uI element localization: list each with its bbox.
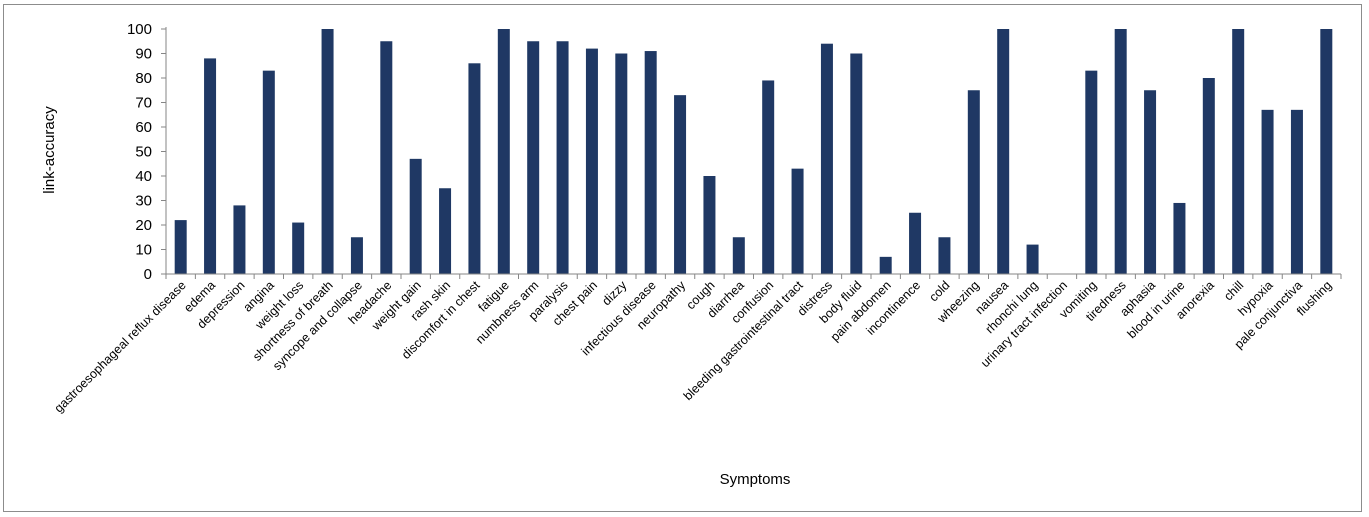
bar <box>791 168 804 274</box>
bar <box>703 176 716 274</box>
bar <box>585 48 598 274</box>
y-tick-label: 80 <box>135 70 152 87</box>
bar <box>879 256 892 274</box>
bar <box>292 222 305 274</box>
bar <box>321 29 334 274</box>
bar <box>262 70 275 275</box>
bar <box>556 41 569 274</box>
bar <box>967 90 980 274</box>
x-tick-labels: gastroesophageal reflux diseaseedemadepr… <box>52 278 1335 416</box>
bar <box>938 237 951 274</box>
y-axis-title: link-accuracy <box>41 106 58 194</box>
bar <box>850 53 863 274</box>
axes-group <box>161 27 1342 279</box>
bar <box>233 205 246 274</box>
bar <box>997 29 1010 274</box>
y-tick-label: 60 <box>135 119 152 136</box>
x-tick-label: gastroesophageal reflux disease <box>52 278 189 415</box>
bar <box>1290 109 1303 274</box>
bar <box>1173 202 1186 274</box>
bar <box>762 80 775 274</box>
bar <box>1320 29 1333 274</box>
bar <box>468 63 481 274</box>
y-tick-label: 50 <box>135 144 152 161</box>
y-tick-label: 40 <box>135 168 152 185</box>
bar <box>1232 29 1245 274</box>
bars-group <box>174 29 1333 275</box>
bar <box>909 212 922 274</box>
bar <box>732 237 745 274</box>
bar <box>674 95 687 275</box>
bar <box>1202 78 1215 274</box>
bar <box>497 29 510 274</box>
x-axis-title: Symptoms <box>720 471 791 488</box>
bar <box>204 58 217 275</box>
y-tick-label: 20 <box>135 217 152 234</box>
bar <box>409 158 422 274</box>
y-tick-labels: 0 10 20 30 40 50 60 70 80 90 100 <box>127 21 152 283</box>
bar <box>820 43 833 275</box>
bar <box>527 41 540 274</box>
y-tick-label: 100 <box>127 21 152 38</box>
bar <box>439 188 452 274</box>
x-tick-label: chill <box>1221 278 1246 303</box>
y-tick-label: 0 <box>144 266 152 283</box>
bar <box>350 237 363 274</box>
bar <box>1026 244 1039 274</box>
y-axis-title-group: link-accuracy <box>41 106 58 194</box>
bar <box>1114 29 1127 274</box>
bar <box>615 53 628 274</box>
bar <box>644 51 657 274</box>
y-tick-label: 30 <box>135 193 152 210</box>
bar <box>1085 70 1098 275</box>
y-tick-label: 70 <box>135 95 152 112</box>
y-tick-label: 10 <box>135 242 152 259</box>
y-tick-label: 90 <box>135 46 152 63</box>
bar <box>380 41 393 274</box>
bar <box>1144 90 1157 274</box>
bar <box>174 220 187 274</box>
bar <box>1261 109 1274 274</box>
